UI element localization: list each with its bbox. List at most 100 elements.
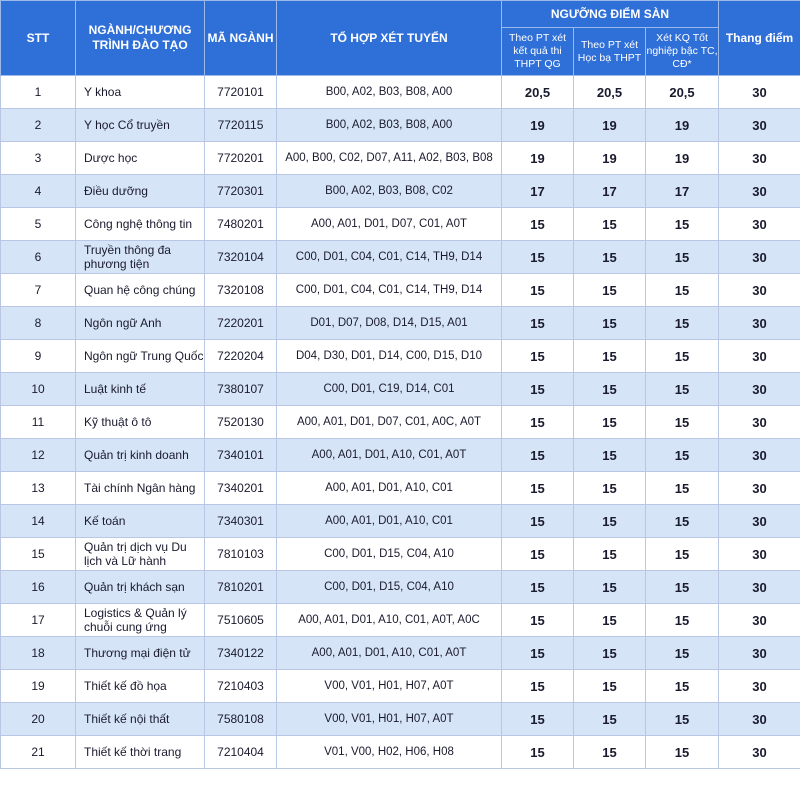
cell-score-thpt: 15 bbox=[501, 471, 574, 505]
cell-score-thpt: 15 bbox=[501, 504, 574, 538]
cell-score-hocba: 19 bbox=[573, 141, 646, 175]
table-row: 15 Quản trị dịch vụ Du lịch và Lữ hành 781… bbox=[0, 537, 800, 571]
cell-score-hocba: 15 bbox=[573, 570, 646, 604]
cell-combos: A00, A01, D01, A10, C01, A0T bbox=[276, 636, 502, 670]
cell-stt: 18 bbox=[0, 636, 76, 670]
cell-scale: 30 bbox=[718, 636, 800, 670]
cell-program: Thiết kế thời trang bbox=[75, 735, 205, 769]
table-row: 20 Thiết kế nội thất 7580108 V00, V01, H01,… bbox=[0, 702, 800, 736]
cell-stt: 20 bbox=[0, 702, 76, 736]
cell-program: Kế toán bbox=[75, 504, 205, 538]
cell-scale: 30 bbox=[718, 669, 800, 703]
cell-score-thpt: 15 bbox=[501, 702, 574, 736]
cell-scale: 30 bbox=[718, 174, 800, 208]
cell-code: 7220204 bbox=[204, 339, 277, 373]
cell-combos: B00, A02, B03, B08, C02 bbox=[276, 174, 502, 208]
cell-program: Thiết kế đồ họa bbox=[75, 669, 205, 703]
cell-stt: 17 bbox=[0, 603, 76, 637]
table-row: 18 Thương mại điện tử 7340122 A00, A01, D01… bbox=[0, 636, 800, 670]
cell-program: Quản trị dịch vụ Du lịch và Lữ hành bbox=[75, 537, 205, 571]
cell-program: Quan hệ công chúng bbox=[75, 273, 205, 307]
cell-code: 7580108 bbox=[204, 702, 277, 736]
cell-scale: 30 bbox=[718, 603, 800, 637]
cell-score-thpt: 15 bbox=[501, 438, 574, 472]
cell-combos: C00, D01, D15, C04, A10 bbox=[276, 570, 502, 604]
cell-score-hocba: 15 bbox=[573, 438, 646, 472]
cell-score-hocba: 15 bbox=[573, 504, 646, 538]
cell-program: Thiết kế nội thất bbox=[75, 702, 205, 736]
cell-code: 7340301 bbox=[204, 504, 277, 538]
cell-scale: 30 bbox=[718, 240, 800, 274]
table-row: 14 Kế toán 7340301 A00, A01, D01, A10, C01 1… bbox=[0, 504, 800, 538]
table-row: 4 Điều dưỡng 7720301 B00, A02, B03, B08, C0… bbox=[0, 174, 800, 208]
cell-scale: 30 bbox=[718, 735, 800, 769]
cell-score-hocba: 15 bbox=[573, 636, 646, 670]
cell-score-thpt: 15 bbox=[501, 372, 574, 406]
table-header: STT NGÀNH/CHƯƠNG TRÌNH ĐÀO TẠO MÃ NGÀNH … bbox=[0, 0, 800, 76]
cell-combos: V00, V01, H01, H07, A0T bbox=[276, 669, 502, 703]
cell-score-thpt: 19 bbox=[501, 108, 574, 142]
cell-score-hocba: 15 bbox=[573, 603, 646, 637]
cell-scale: 30 bbox=[718, 372, 800, 406]
table-row: 12 Quản trị kinh doanh 7340101 A00, A01, D0… bbox=[0, 438, 800, 472]
cell-program: Y khoa bbox=[75, 75, 205, 109]
cell-score-tc: 19 bbox=[645, 141, 719, 175]
cell-score-tc: 15 bbox=[645, 735, 719, 769]
cell-score-thpt: 15 bbox=[501, 735, 574, 769]
cell-code: 7210403 bbox=[204, 669, 277, 703]
cell-scale: 30 bbox=[718, 702, 800, 736]
table-row: 5 Công nghệ thông tin 7480201 A00, A01, D01… bbox=[0, 207, 800, 241]
cell-program: Quản trị kinh doanh bbox=[75, 438, 205, 472]
cell-score-hocba: 15 bbox=[573, 735, 646, 769]
cell-scale: 30 bbox=[718, 273, 800, 307]
cell-code: 7320104 bbox=[204, 240, 277, 274]
cell-program: Tài chính Ngân hàng bbox=[75, 471, 205, 505]
cell-combos: V01, V00, H02, H06, H08 bbox=[276, 735, 502, 769]
cell-stt: 14 bbox=[0, 504, 76, 538]
cell-code: 7210404 bbox=[204, 735, 277, 769]
cell-score-hocba: 20,5 bbox=[573, 75, 646, 109]
cell-score-tc: 20,5 bbox=[645, 75, 719, 109]
cell-score-thpt: 19 bbox=[501, 141, 574, 175]
cell-scale: 30 bbox=[718, 108, 800, 142]
table-row: 17 Logistics & Quản lý chuỗi cung ứng 7510… bbox=[0, 603, 800, 637]
cell-score-thpt: 15 bbox=[501, 405, 574, 439]
cell-combos: A00, A01, D01, D07, C01, A0T bbox=[276, 207, 502, 241]
table-row: 8 Ngôn ngữ Anh 7220201 D01, D07, D08, D14, … bbox=[0, 306, 800, 340]
cell-code: 7520130 bbox=[204, 405, 277, 439]
cell-combos: A00, A01, D01, A10, C01, A0T, A0C bbox=[276, 603, 502, 637]
cell-score-tc: 15 bbox=[645, 636, 719, 670]
cell-combos: D04, D30, D01, D14, C00, D15, D10 bbox=[276, 339, 502, 373]
cell-program: Luật kinh tế bbox=[75, 372, 205, 406]
cell-combos: A00, A01, D01, A10, C01 bbox=[276, 471, 502, 505]
cell-scale: 30 bbox=[718, 306, 800, 340]
header-method-tc: Xét KQ Tốt nghiệp bậc TC, CĐ* bbox=[645, 27, 719, 76]
table-row: 21 Thiết kế thời trang 7210404 V01, V00, H0… bbox=[0, 735, 800, 769]
cell-scale: 30 bbox=[718, 504, 800, 538]
cell-program: Logistics & Quản lý chuỗi cung ứng bbox=[75, 603, 205, 637]
cell-combos: A00, A01, D01, D07, C01, A0C, A0T bbox=[276, 405, 502, 439]
cell-stt: 4 bbox=[0, 174, 76, 208]
cell-score-hocba: 15 bbox=[573, 537, 646, 571]
cell-stt: 16 bbox=[0, 570, 76, 604]
cell-code: 7320108 bbox=[204, 273, 277, 307]
cell-code: 7220201 bbox=[204, 306, 277, 340]
table-row: 6 Truyền thông đa phương tiện 7320104 C00, … bbox=[0, 240, 800, 274]
cell-combos: A00, B00, C02, D07, A11, A02, B03, B08 bbox=[276, 141, 502, 175]
cell-score-tc: 15 bbox=[645, 603, 719, 637]
cell-score-hocba: 15 bbox=[573, 207, 646, 241]
header-stt: STT bbox=[0, 0, 76, 76]
table-row: 16 Quản trị khách sạn 7810201 C00, D01, D15… bbox=[0, 570, 800, 604]
cell-program: Thương mại điện tử bbox=[75, 636, 205, 670]
table-row: 9 Ngôn ngữ Trung Quốc 7220204 D04, D30, D01… bbox=[0, 339, 800, 373]
cell-score-thpt: 15 bbox=[501, 339, 574, 373]
cell-score-thpt: 20,5 bbox=[501, 75, 574, 109]
cell-score-tc: 15 bbox=[645, 240, 719, 274]
cell-code: 7380107 bbox=[204, 372, 277, 406]
cell-combos: C00, D01, C04, C01, C14, TH9, D14 bbox=[276, 240, 502, 274]
cell-score-tc: 15 bbox=[645, 504, 719, 538]
cell-code: 7810103 bbox=[204, 537, 277, 571]
